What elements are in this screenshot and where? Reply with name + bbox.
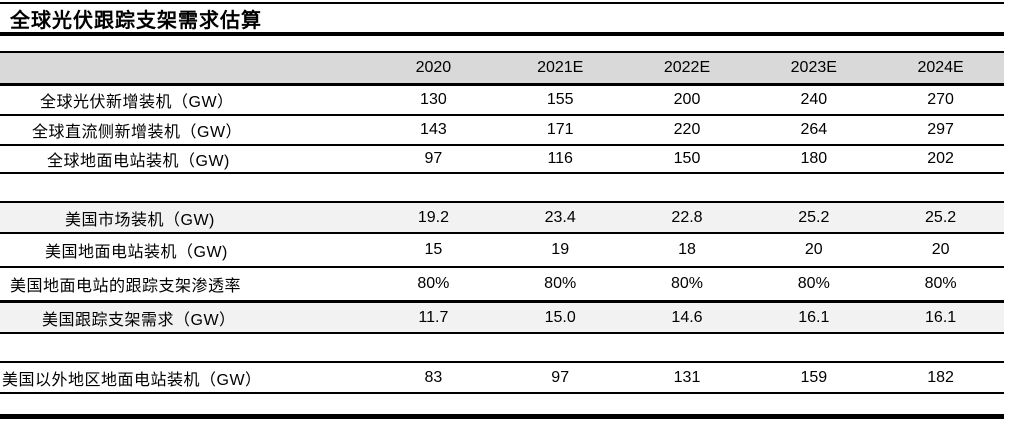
value-cell: 80% <box>924 275 957 292</box>
year-header-cell: 2022E <box>663 59 711 76</box>
value-cell: 16.1 <box>925 308 957 326</box>
value-cell: 171 <box>546 121 574 138</box>
row-rule <box>0 266 1004 268</box>
value-cell: 11.7 <box>418 308 449 326</box>
row-label: 全球光伏新增装机（GW） <box>40 94 234 111</box>
value-cell: 97 <box>551 368 570 386</box>
year-header-cell: 2020 <box>415 59 452 76</box>
page-title: 全球光伏跟踪支架需求估算 <box>10 9 262 32</box>
value-cell: 20 <box>931 241 950 258</box>
value-cell: 19 <box>551 241 570 258</box>
row-label: 美国市场装机（GW) <box>65 211 215 229</box>
value-cell: 297 <box>927 121 954 138</box>
value-cell: 20 <box>804 241 823 258</box>
year-header-cell: 2023E <box>790 59 837 76</box>
table-row-global-dc-new-installs: 全球直流侧新增装机（GW） 143 171 220 264 297 <box>0 116 1004 144</box>
table-header-row: 2020 2021E 2022E 2023E 2024E <box>0 53 1004 83</box>
value-cell: 270 <box>927 91 954 108</box>
value-cell: 80% <box>544 275 577 292</box>
value-cell: 200 <box>673 91 701 108</box>
table-row-us-market-installs: 美国市场装机（GW) 19.2 23.4 22.8 25.2 25.2 <box>0 203 1004 232</box>
value-cell: 19.2 <box>417 208 449 226</box>
section-rule <box>0 201 1004 203</box>
table-row-global-pv-new-installs: 全球光伏新增装机（GW） 130 155 200 240 270 <box>0 86 1004 114</box>
value-cell: 15.0 <box>544 308 576 326</box>
section-rule <box>0 332 1004 334</box>
year-header-cell: 2024E <box>917 59 964 76</box>
value-cell: 18 <box>678 241 696 258</box>
row-label: 美国以外地区地面电站装机（GW） <box>2 371 262 389</box>
value-cell: 97 <box>424 150 443 167</box>
table-row-us-tracker-demand: 美国跟踪支架需求（GW） 11.7 15.0 14.6 16.1 16.1 <box>0 303 1004 332</box>
value-cell: 159 <box>800 368 828 386</box>
header-top-rule <box>0 51 1004 53</box>
table-row-global-ground-station-installs: 全球地面电站装机（GW) 97 116 150 180 202 <box>0 146 1004 172</box>
value-cell: 180 <box>800 150 828 167</box>
value-cell: 155 <box>546 91 574 108</box>
value-cell: 220 <box>673 121 701 138</box>
row-rule <box>0 144 1004 146</box>
row-label: 美国跟踪支架需求（GW） <box>42 311 236 329</box>
value-cell: 80% <box>670 275 703 292</box>
table-row-ex-us-ground-station-installs: 美国以外地区地面电站装机（GW） 83 97 131 159 182 <box>0 363 1004 392</box>
value-cell: 25.2 <box>798 208 830 226</box>
value-cell: 150 <box>673 150 701 167</box>
row-rule <box>0 114 1004 116</box>
value-cell: 264 <box>800 121 828 138</box>
title-underline-rule <box>0 32 1004 36</box>
row-rule <box>0 300 1004 303</box>
section-gap <box>0 334 1009 361</box>
header-bottom-rule <box>0 83 1004 86</box>
table-row-us-tracker-penetration: 美国地面电站的跟踪支架渗透率 80% 80% 80% 80% 80% <box>0 268 1004 300</box>
section-rule <box>0 361 1004 363</box>
section-gap <box>0 174 1009 201</box>
bottom-gap <box>0 394 1009 414</box>
value-cell: 116 <box>547 150 573 167</box>
value-cell: 80% <box>417 275 450 292</box>
value-cell: 23.4 <box>544 208 576 226</box>
row-label: 全球直流侧新增装机（GW） <box>32 124 243 141</box>
value-cell: 16.1 <box>798 308 830 326</box>
top-rule <box>0 2 1004 4</box>
bottom-rule <box>0 414 1004 419</box>
value-cell: 14.6 <box>671 308 703 326</box>
row-rule <box>0 392 1004 394</box>
spacer <box>0 36 1009 51</box>
value-cell: 83 <box>424 368 443 386</box>
value-cell: 202 <box>927 150 954 167</box>
section-rule <box>0 172 1004 174</box>
year-header-cell: 2021E <box>537 59 584 76</box>
row-label: 美国地面电站装机（GW) <box>45 244 228 261</box>
value-cell: 182 <box>927 368 954 386</box>
row-label: 美国地面电站的跟踪支架渗透率 <box>10 278 242 295</box>
value-cell: 143 <box>420 121 447 138</box>
table-row-us-ground-station-installs: 美国地面电站装机（GW) 15 19 18 20 20 <box>0 234 1004 266</box>
row-label: 全球地面电站装机（GW) <box>47 153 230 170</box>
value-cell: 240 <box>800 91 828 108</box>
value-cell: 15 <box>424 241 443 258</box>
value-cell: 22.8 <box>671 208 703 226</box>
row-rule <box>0 232 1004 234</box>
value-cell: 130 <box>420 91 447 108</box>
value-cell: 25.2 <box>925 208 957 226</box>
value-cell: 80% <box>797 275 830 292</box>
value-cell: 131 <box>673 368 701 386</box>
